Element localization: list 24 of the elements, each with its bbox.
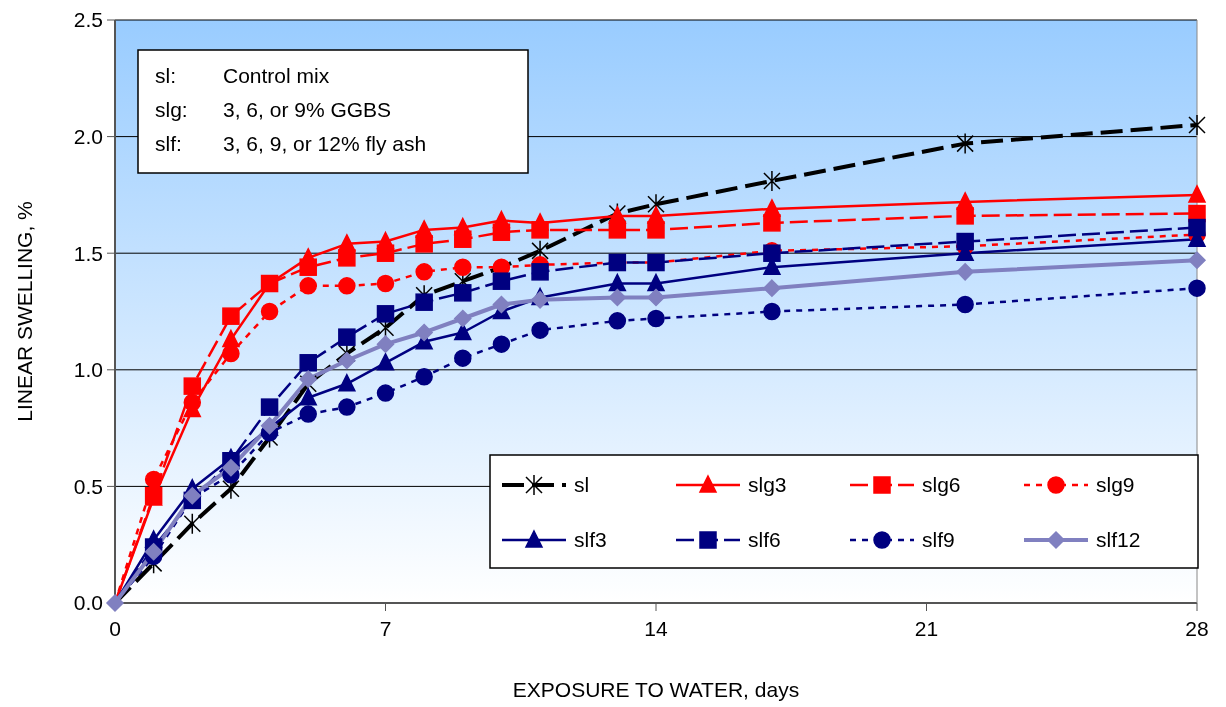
y-tick-label: 1.5 (73, 241, 103, 265)
x-tick-label: 14 (644, 617, 668, 640)
legend-label: sl (574, 473, 590, 497)
x-tick-label: 7 (379, 617, 392, 640)
legend-label: slf3 (574, 528, 607, 552)
y-tick-label: 1.0 (73, 358, 103, 382)
text: sl: Control mix (155, 64, 330, 87)
legend-label: slf6 (748, 528, 781, 552)
text: slg: 3, 6, or 9% GGBS (155, 98, 392, 121)
y-axis-title: LINEAR SWELLING, % (13, 201, 36, 422)
legend-label: slg3 (748, 473, 787, 497)
legend-label: slf9 (922, 528, 955, 552)
x-axis-title: EXPOSURE TO WATER, days (512, 678, 800, 701)
legend-label: slg6 (922, 473, 961, 497)
x-tick-label: 28 (1185, 617, 1209, 640)
y-tick-label: 2.0 (73, 124, 103, 148)
y-tick-label: 0.5 (73, 474, 103, 498)
text: slf: 3, 6, 9, or 12% fly ash (155, 132, 427, 155)
x-tick-label: 0 (109, 617, 121, 640)
y-tick-label: 0.0 (73, 591, 103, 615)
x-tick-label: 21 (914, 617, 939, 640)
legend-label: slf12 (1096, 528, 1141, 552)
y-tick-label: 2.5 (73, 8, 103, 32)
legend-label: slg9 (1096, 473, 1135, 497)
